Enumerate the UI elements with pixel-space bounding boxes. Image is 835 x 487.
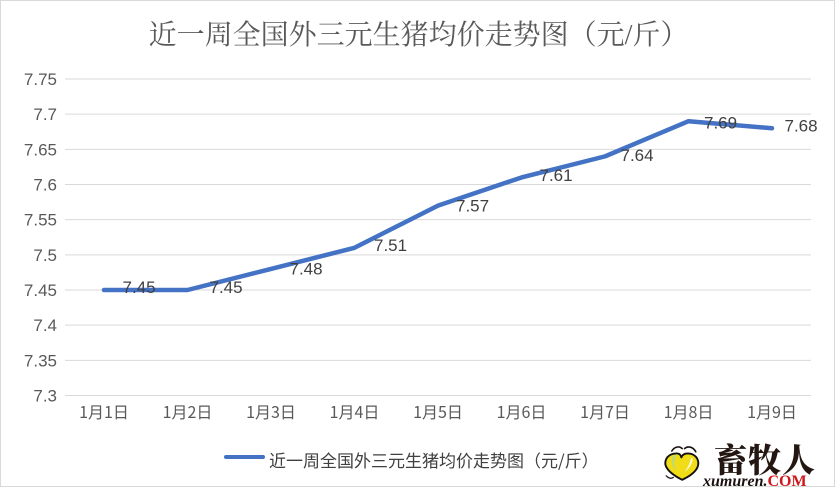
svg-text:1月7日: 1月7日 bbox=[580, 399, 630, 423]
svg-text:1月2日: 1月2日 bbox=[163, 399, 213, 423]
svg-text:7.75: 7.75 bbox=[24, 70, 57, 89]
svg-text:1月6日: 1月6日 bbox=[497, 399, 547, 423]
svg-text:1月8日: 1月8日 bbox=[664, 399, 714, 423]
svg-text:1月3日: 1月3日 bbox=[246, 399, 296, 423]
svg-text:7.7: 7.7 bbox=[33, 105, 57, 124]
svg-text:7.45: 7.45 bbox=[210, 278, 243, 297]
svg-text:7.65: 7.65 bbox=[24, 140, 57, 159]
svg-text:7.57: 7.57 bbox=[456, 197, 489, 216]
svg-text:7.55: 7.55 bbox=[24, 211, 57, 230]
svg-text:7.5: 7.5 bbox=[33, 246, 57, 265]
svg-text:1月5日: 1月5日 bbox=[413, 399, 463, 423]
svg-text:7.45: 7.45 bbox=[123, 278, 156, 297]
svg-text:1月9日: 1月9日 bbox=[747, 399, 797, 423]
svg-text:1月4日: 1月4日 bbox=[330, 399, 380, 423]
svg-text:7.3: 7.3 bbox=[33, 387, 57, 406]
svg-text:7.48: 7.48 bbox=[290, 260, 323, 279]
svg-text:7.35: 7.35 bbox=[24, 351, 57, 370]
svg-text:7.6: 7.6 bbox=[33, 176, 57, 195]
svg-text:7.69: 7.69 bbox=[704, 114, 737, 133]
svg-text:7.51: 7.51 bbox=[374, 236, 407, 255]
svg-text:7.4: 7.4 bbox=[33, 316, 57, 335]
svg-text:7.68: 7.68 bbox=[785, 117, 818, 136]
svg-text:xumuren.COM: xumuren.COM bbox=[702, 473, 807, 487]
svg-text:1月1日: 1月1日 bbox=[79, 399, 129, 423]
svg-text:7.64: 7.64 bbox=[621, 146, 654, 165]
svg-text:7.61: 7.61 bbox=[540, 166, 573, 185]
svg-text:7.45: 7.45 bbox=[24, 281, 57, 300]
